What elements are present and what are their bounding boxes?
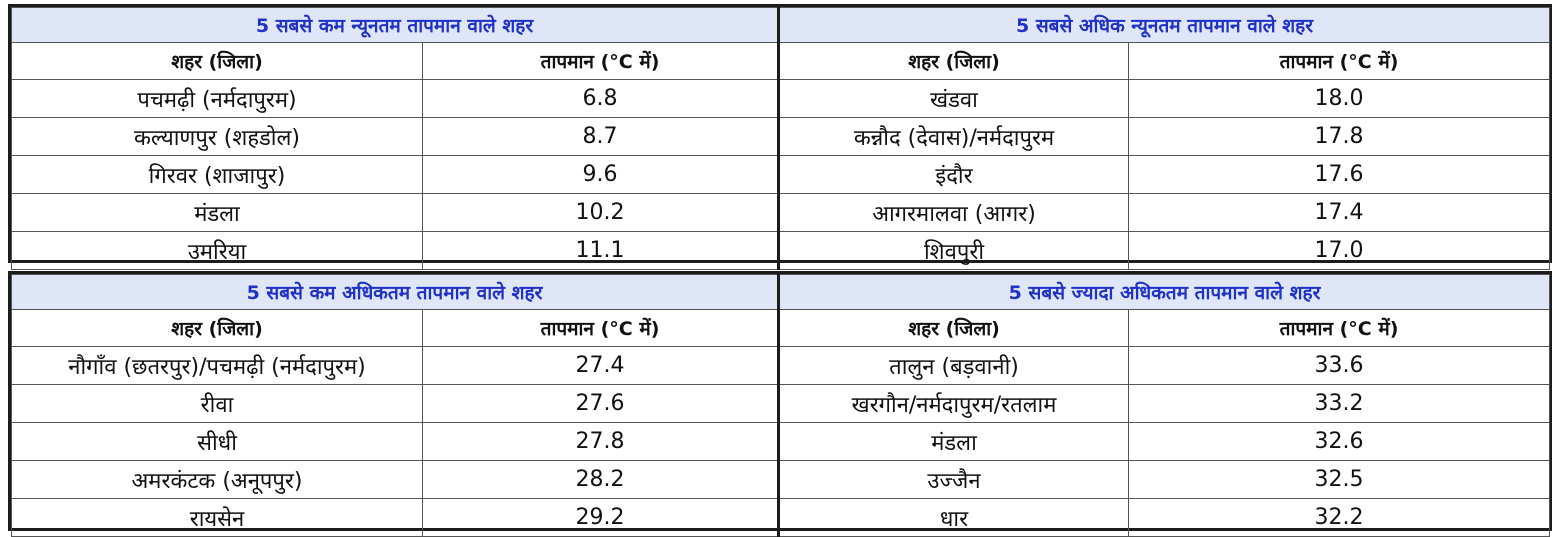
temp-column-header: तापमान (°C में) bbox=[1128, 309, 1551, 347]
city-column-header: शहर (जिला) bbox=[777, 309, 1130, 347]
temp-cell: 29.2 bbox=[421, 498, 780, 537]
temp-cell: 33.2 bbox=[1128, 384, 1551, 423]
min-temp-grid: 5 सबसे कम न्यूनतम तापमान वाले शहर 5 सबसे… bbox=[11, 7, 1551, 270]
city-cell: रीवा bbox=[11, 384, 423, 423]
city-column-header: शहर (जिला) bbox=[11, 42, 423, 80]
table-row: अमरकंटक (अनूपपुर) 28.2 उज्जैन 32.5 bbox=[11, 460, 1551, 499]
temp-cell: 17.0 bbox=[1127, 231, 1551, 270]
city-cell: सीधी bbox=[11, 422, 423, 461]
temp-column-header: तापमान (°C में) bbox=[422, 42, 779, 80]
temp-cell: 9.6 bbox=[422, 155, 779, 194]
max-temperature-table: 5 सबसे कम अधिकतम तापमान वाले शहर 5 सबसे … bbox=[8, 271, 1552, 537]
temp-cell: 27.4 bbox=[421, 346, 780, 385]
table-row: सीधी 27.8 मंडला 32.6 bbox=[11, 422, 1551, 461]
city-cell: इंदौर bbox=[777, 155, 1129, 194]
highest-min-temp-title: 5 सबसे अधिक न्यूनतम तापमान वाले शहर bbox=[776, 7, 1551, 43]
city-column-header: शहर (जिला) bbox=[11, 309, 423, 347]
table-row: कल्याणपुर (शहडोल) 8.7 कन्नौद (देवास)/नर्… bbox=[11, 117, 1551, 156]
city-cell: धार bbox=[777, 498, 1130, 537]
temp-cell: 17.8 bbox=[1127, 117, 1551, 156]
city-cell: मंडला bbox=[777, 422, 1130, 461]
temp-cell: 27.6 bbox=[421, 384, 780, 423]
temp-cell: 18.0 bbox=[1127, 79, 1551, 118]
temp-column-header: तापमान (°C में) bbox=[421, 309, 780, 347]
temp-cell: 17.6 bbox=[1127, 155, 1551, 194]
temp-cell: 32.5 bbox=[1128, 460, 1551, 499]
city-cell: नौगाँव (छतरपुर)/पचमढ़ी (नर्मदापुरम) bbox=[11, 346, 423, 385]
min-temperature-table: 5 सबसे कम न्यूनतम तापमान वाले शहर 5 सबसे… bbox=[8, 4, 1552, 270]
city-column-header: शहर (जिला) bbox=[777, 42, 1129, 80]
city-cell: शिवपुरी bbox=[777, 231, 1129, 270]
city-cell: अमरकंटक (अनूपपुर) bbox=[11, 460, 423, 499]
temp-cell: 33.6 bbox=[1128, 346, 1551, 385]
city-cell: गिरवर (शाजापुर) bbox=[11, 155, 423, 194]
table-row: उमरिया 11.1 शिवपुरी 17.0 bbox=[11, 231, 1551, 270]
city-cell: मंडला bbox=[11, 193, 423, 232]
city-cell: उमरिया bbox=[11, 231, 423, 270]
city-cell: तालुन (बड़वानी) bbox=[777, 346, 1130, 385]
table-row: रीवा 27.6 खरगौन/नर्मदापुरम/रतलाम 33.2 bbox=[11, 384, 1551, 423]
table-row: नौगाँव (छतरपुर)/पचमढ़ी (नर्मदापुरम) 27.4… bbox=[11, 346, 1551, 385]
temp-cell: 11.1 bbox=[422, 231, 779, 270]
temp-cell: 27.8 bbox=[421, 422, 780, 461]
table-row: रायसेन 29.2 धार 32.2 bbox=[11, 498, 1551, 537]
temp-cell: 28.2 bbox=[421, 460, 780, 499]
city-cell: कल्याणपुर (शहडोल) bbox=[11, 117, 423, 156]
city-cell: खंडवा bbox=[777, 79, 1129, 118]
temp-cell: 32.6 bbox=[1128, 422, 1551, 461]
temp-cell: 10.2 bbox=[422, 193, 779, 232]
city-cell: खरगौन/नर्मदापुरम/रतलाम bbox=[777, 384, 1130, 423]
temp-column-header: तापमान (°C में) bbox=[1127, 42, 1551, 80]
temp-cell: 6.8 bbox=[422, 79, 779, 118]
city-cell: पचमढ़ी (नर्मदापुरम) bbox=[11, 79, 423, 118]
lowest-min-temp-title: 5 सबसे कम न्यूनतम तापमान वाले शहर bbox=[11, 7, 779, 43]
city-cell: रायसेन bbox=[11, 498, 423, 537]
table-row: मंडला 10.2 आगरमालवा (आगर) 17.4 bbox=[11, 193, 1551, 232]
highest-max-temp-title: 5 सबसे ज्यादा अधिकतम तापमान वाले शहर bbox=[777, 274, 1551, 310]
temp-cell: 32.2 bbox=[1128, 498, 1551, 537]
city-cell: उज्जैन bbox=[777, 460, 1130, 499]
max-temp-grid: 5 सबसे कम अधिकतम तापमान वाले शहर 5 सबसे … bbox=[10, 274, 1551, 537]
city-cell: आगरमालवा (आगर) bbox=[777, 193, 1129, 232]
table-row: गिरवर (शाजापुर) 9.6 इंदौर 17.6 bbox=[11, 155, 1551, 194]
temp-cell: 8.7 bbox=[422, 117, 779, 156]
table-row: पचमढ़ी (नर्मदापुरम) 6.8 खंडवा 18.0 bbox=[11, 79, 1551, 118]
lowest-max-temp-title: 5 सबसे कम अधिकतम तापमान वाले शहर bbox=[10, 274, 780, 310]
city-cell: कन्नौद (देवास)/नर्मदापुरम bbox=[777, 117, 1129, 156]
temp-cell: 17.4 bbox=[1127, 193, 1551, 232]
